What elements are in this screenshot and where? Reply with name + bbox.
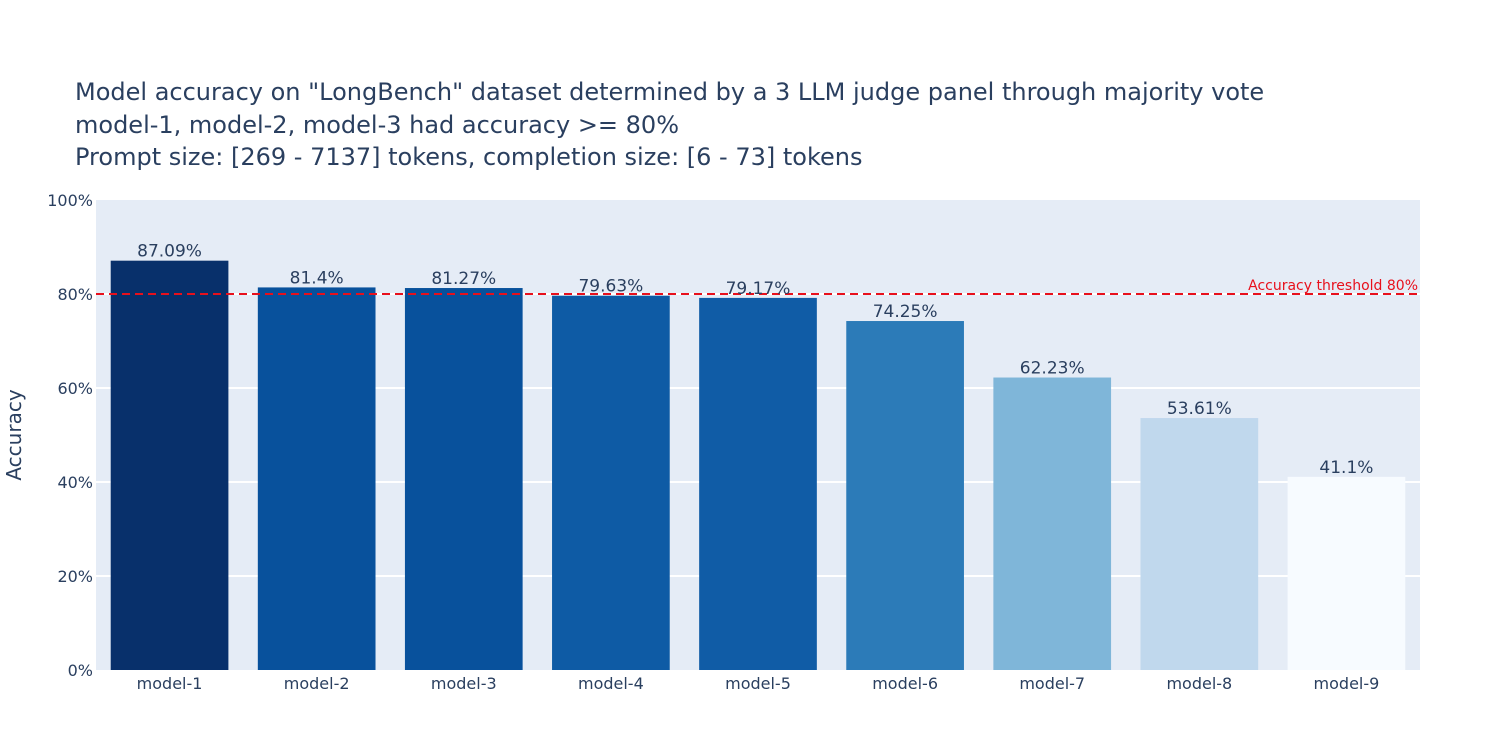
- bar-model-7: [993, 377, 1112, 670]
- bar-value-label: 79.17%: [726, 279, 791, 299]
- chart-title-line-2: model-1, model-2, model-3 had accuracy >…: [75, 110, 680, 139]
- y-tick-label: 20%: [57, 567, 93, 586]
- threshold-line-group: Accuracy threshold 80%: [96, 278, 1420, 295]
- bar-model-2: [257, 287, 376, 670]
- bar-value-label: 79.63%: [578, 277, 643, 297]
- y-axis-title: Accuracy: [2, 389, 26, 480]
- x-tick-label: model-6: [872, 674, 938, 693]
- x-tick-label: model-1: [137, 674, 203, 693]
- x-tick-label: model-8: [1166, 674, 1232, 693]
- data-labels: 87.09% 81.4% 81.27% 79.63% 79.17% 74.25% 62.23…: [137, 242, 1373, 478]
- bar-value-label: 81.27%: [431, 269, 496, 289]
- x-tick-label: model-3: [431, 674, 497, 693]
- chart-title-line-1: Model accuracy on "LongBench" dataset de…: [75, 78, 1265, 106]
- bars: [110, 260, 1406, 670]
- bar-model-6: [846, 321, 964, 670]
- bar-value-label: 81.4%: [290, 268, 344, 288]
- bar-value-label: 41.1%: [1319, 458, 1373, 478]
- chart-title-line-3: Prompt size: [269 - 7137] tokens, comple…: [75, 143, 863, 171]
- x-tick-label: model-9: [1314, 674, 1380, 693]
- bar-model-3: [404, 288, 523, 670]
- threshold-label: Accuracy threshold 80%: [1248, 278, 1418, 294]
- chart-title: Model accuracy on "LongBench" dataset de…: [75, 76, 1264, 174]
- bar-model-8: [1140, 418, 1259, 670]
- y-tick-label: 0%: [68, 661, 93, 680]
- bar-model-9: [1287, 476, 1406, 670]
- bar-value-label: 74.25%: [873, 302, 938, 322]
- x-axis-ticks: model-1 model-2 model-3 model-4 model-5 model…: [137, 674, 1380, 693]
- x-tick-label: model-2: [284, 674, 350, 693]
- bar-value-label: 87.09%: [137, 242, 202, 262]
- bar-value-label: 62.23%: [1020, 359, 1085, 379]
- y-axis-ticks: 0% 20% 40% 60% 80% 100%: [47, 191, 93, 680]
- bar-model-4: [552, 295, 670, 670]
- bar-model-5: [699, 297, 817, 670]
- bar-model-1: [110, 260, 229, 670]
- x-tick-label: model-7: [1019, 674, 1085, 693]
- y-tick-label: 100%: [47, 191, 93, 210]
- x-tick-label: model-5: [725, 674, 791, 693]
- y-tick-label: 60%: [57, 379, 93, 398]
- x-tick-label: model-4: [578, 674, 644, 693]
- bar-value-label: 53.61%: [1167, 399, 1232, 419]
- y-tick-label: 80%: [57, 285, 93, 304]
- y-tick-label: 40%: [57, 473, 93, 492]
